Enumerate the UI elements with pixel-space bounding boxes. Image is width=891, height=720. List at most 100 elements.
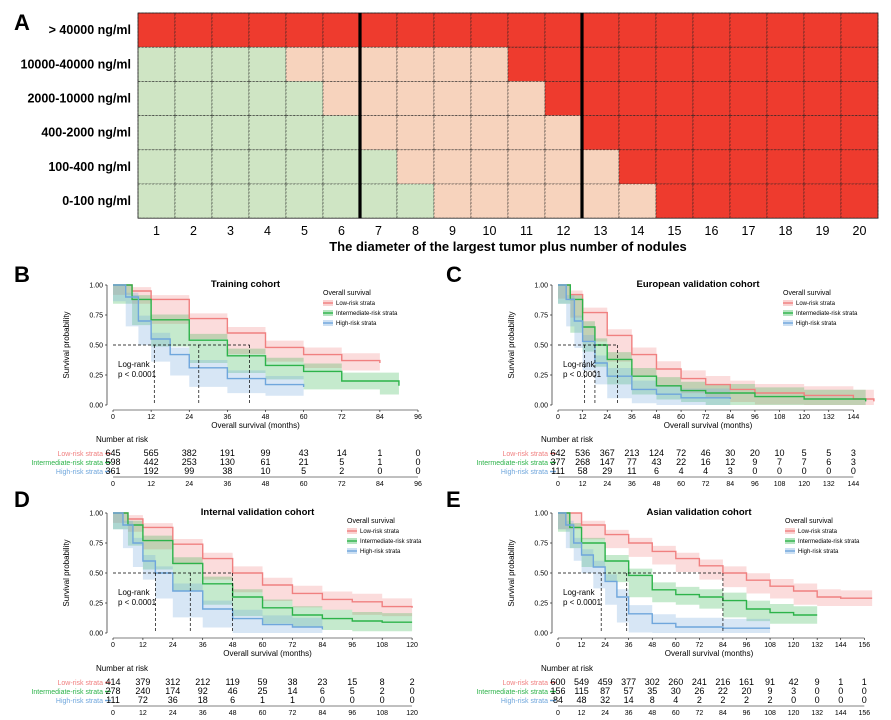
- risk-count: 0: [838, 686, 843, 696]
- x-tick-label: 0: [111, 414, 115, 421]
- risk-time-label: 48: [653, 481, 661, 488]
- heatmap-cell: [507, 183, 546, 219]
- risk-count: 0: [838, 695, 843, 705]
- risk-count: 59: [258, 677, 268, 687]
- risk-count: 0: [802, 466, 807, 476]
- risk-count: 1: [260, 695, 265, 705]
- risk-time-label: 0: [111, 481, 115, 488]
- risk-count: 0: [815, 695, 820, 705]
- x-tick-label: 120: [798, 414, 810, 421]
- risk-count: 2: [720, 695, 725, 705]
- risk-count: 99: [184, 466, 194, 476]
- heatmap-cell: [803, 12, 842, 48]
- heatmap-cell: [544, 81, 583, 116]
- risk-time-label: 24: [169, 710, 177, 717]
- risk-count: 278: [105, 686, 120, 696]
- heatmap-column-label: 20: [853, 224, 867, 238]
- y-tick-label: 0.75: [89, 541, 103, 548]
- heatmap-cell: [692, 81, 731, 116]
- log-rank-pvalue: p < 0.0001: [118, 370, 157, 379]
- x-tick-label: 108: [774, 414, 786, 421]
- risk-count: 0: [380, 695, 385, 705]
- risk-count: 9: [752, 457, 757, 467]
- heatmap-column-label: 19: [816, 224, 830, 238]
- risk-count: 312: [165, 677, 180, 687]
- risk-count: 156: [550, 686, 565, 696]
- risk-count: 23: [317, 677, 327, 687]
- risk-count: 3: [791, 686, 796, 696]
- risk-count: 38: [222, 466, 232, 476]
- heatmap-border: [137, 12, 879, 219]
- y-tick-label: 0.75: [534, 541, 548, 548]
- heatmap-cell: [544, 46, 583, 82]
- risk-count: 7: [802, 457, 807, 467]
- heatmap-cell: [470, 115, 509, 151]
- risk-row-label: High-risk strata: [56, 469, 103, 476]
- heatmap-cell: [692, 115, 731, 151]
- risk-count: 72: [138, 695, 148, 705]
- risk-time-label: 84: [318, 710, 326, 717]
- x-tick-label: 24: [603, 414, 611, 421]
- risk-count: 0: [410, 686, 415, 696]
- heatmap-cell: [433, 149, 472, 185]
- x-tick-label: 96: [751, 414, 759, 421]
- legend-entry: High-risk strata: [336, 321, 377, 327]
- risk-count: 0: [320, 695, 325, 705]
- heatmap-column-label: 17: [742, 224, 756, 238]
- x-tick-label: 12: [578, 642, 586, 649]
- risk-table-title: Number at risk: [96, 435, 149, 444]
- risk-count: 38: [287, 677, 297, 687]
- risk-time-label: 120: [798, 481, 810, 488]
- heatmap-cell: [544, 12, 583, 48]
- risk-count: 1: [838, 677, 843, 687]
- y-tick-label: 0.00: [89, 631, 103, 638]
- risk-count: 0: [415, 448, 420, 458]
- y-tick-label: 1.00: [89, 283, 103, 290]
- heatmap-cell: [655, 12, 694, 48]
- risk-count: 0: [777, 466, 782, 476]
- risk-count: 115: [574, 686, 588, 696]
- risk-count: 10: [260, 466, 270, 476]
- heatmap-cell: [766, 183, 805, 219]
- risk-count: 0: [415, 466, 420, 476]
- risk-count: 0: [791, 695, 796, 705]
- heatmap-cell: [211, 183, 250, 219]
- risk-row-label: Intermediate-risk strata: [31, 460, 103, 467]
- risk-count: 26: [694, 686, 704, 696]
- x-tick-label: 96: [414, 414, 422, 421]
- heatmap-row-label: 100-400 ng/ml: [48, 160, 131, 174]
- heatmap-cell: [174, 183, 213, 219]
- legend-entry: Intermediate-risk strata: [796, 311, 858, 317]
- legend-entry: Low-risk strata: [798, 529, 838, 535]
- risk-time-label: 72: [338, 481, 346, 488]
- risk-count: 61: [260, 457, 270, 467]
- risk-count: 1: [377, 448, 382, 458]
- chart-title: Asian validation cohort: [646, 507, 752, 518]
- heatmap-cell: [803, 149, 842, 185]
- log-rank-label: Log-rank: [118, 360, 151, 369]
- risk-count: 46: [701, 448, 711, 458]
- log-rank-pvalue: p < 0.0001: [563, 370, 602, 379]
- heatmap-cell: [470, 46, 509, 82]
- risk-row-label: High-risk strata: [56, 698, 103, 705]
- x-tick-label: 84: [726, 414, 734, 421]
- y-tick-label: 0.00: [89, 403, 103, 410]
- heatmap-cell: [322, 12, 361, 48]
- heatmap-cell: [396, 149, 435, 185]
- x-tick-label: 24: [169, 642, 177, 649]
- heatmap-cell: [544, 149, 583, 185]
- heatmap-cell: [322, 115, 361, 151]
- x-tick-label: 96: [348, 642, 356, 649]
- risk-count: 0: [862, 686, 867, 696]
- heatmap-cell: [581, 183, 620, 219]
- heatmap-cell: [692, 183, 731, 219]
- risk-time-label: 108: [774, 481, 786, 488]
- heatmap-cell: [285, 183, 324, 219]
- legend-entry: High-risk strata: [360, 549, 401, 555]
- confidence-band: [558, 513, 873, 607]
- risk-count: 6: [654, 466, 659, 476]
- survival-line: [558, 284, 732, 399]
- heatmap-cell: [470, 183, 509, 219]
- heatmap-cell: [137, 115, 176, 151]
